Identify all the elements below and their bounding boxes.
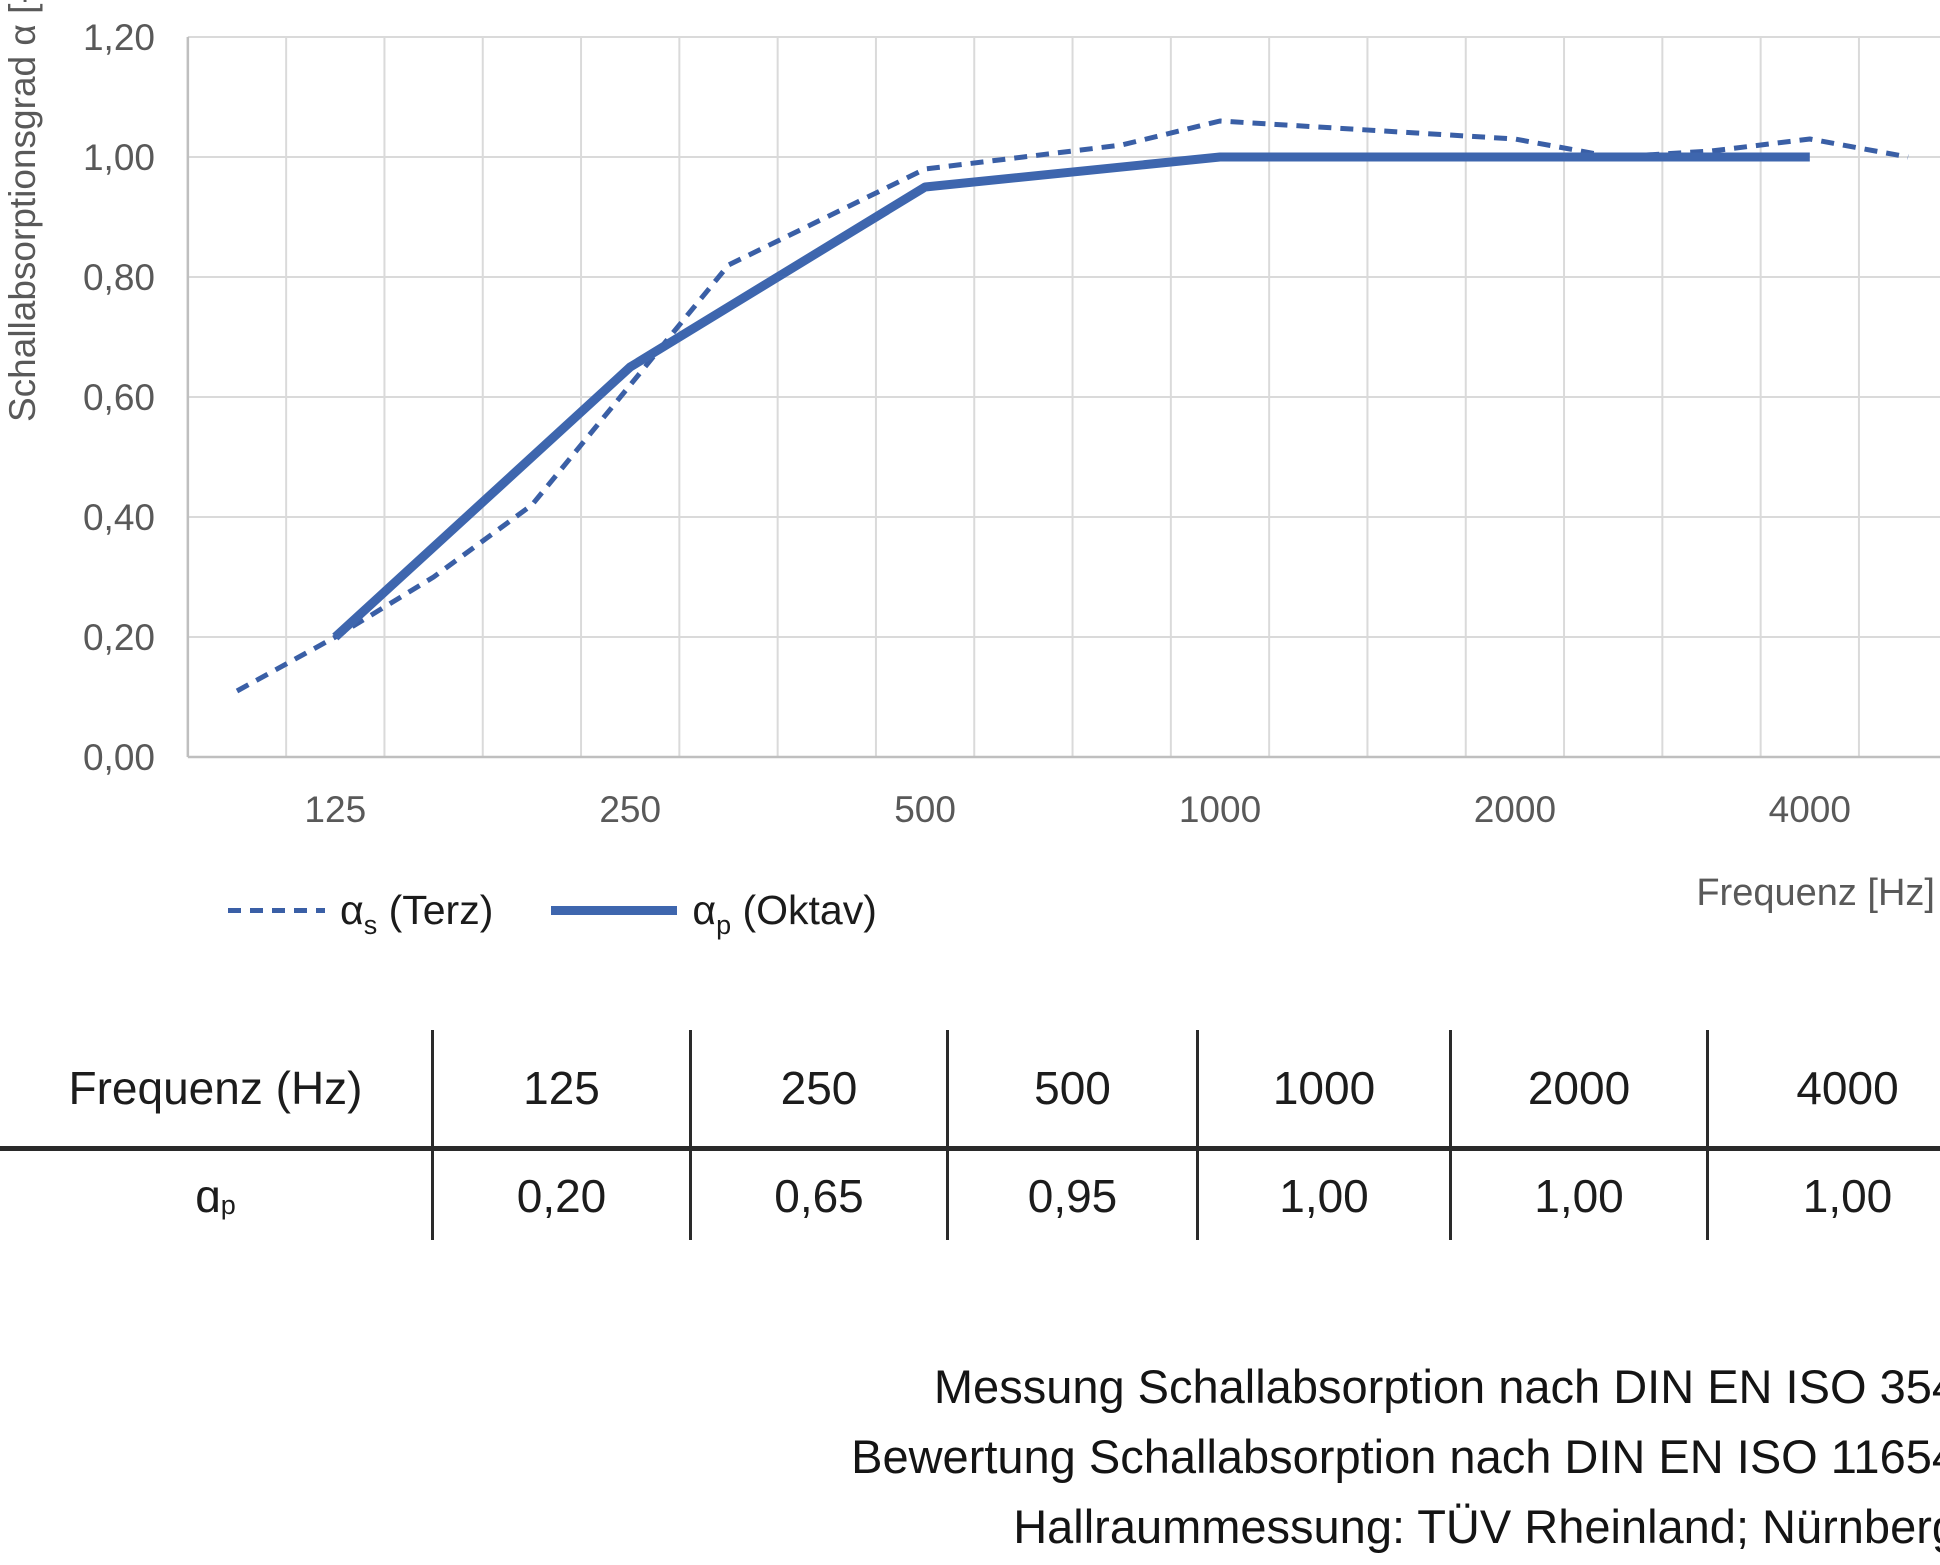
legend-item-label: αs (Terz) — [340, 886, 494, 940]
x-tick-label: 125 — [304, 789, 366, 830]
legend-item-label: αp (Oktav) — [692, 886, 877, 940]
legend-item-oktav: αp (Oktav) — [551, 886, 877, 940]
table-value-cell: 1,00 — [1196, 1151, 1449, 1240]
footer-line: Bewertung Schallabsorption nach DIN EN I… — [851, 1430, 1940, 1483]
table-header-cell: 1000 — [1196, 1030, 1449, 1146]
table-value-cell: 0,65 — [689, 1151, 946, 1240]
x-axis-title: Frequenz [Hz] — [1696, 872, 1935, 914]
table-header-cell: 500 — [946, 1030, 1196, 1146]
x-tick-label: 1000 — [1179, 789, 1261, 830]
legend-item-terz: αs (Terz) — [228, 886, 494, 940]
table-header-rule — [0, 1146, 1940, 1151]
y-tick-label: 1,00 — [83, 137, 155, 178]
footer-line: Hallraummessung: TÜV Rheinland; Nürnberg — [1013, 1500, 1940, 1553]
table-header-cell: 250 — [689, 1030, 946, 1146]
y-tick-label: 0,40 — [83, 497, 155, 538]
absorption-chart: 0,00 0,20 0,40 0,60 0,80 1,00 1,20 125 250 500 100… — [83, 17, 1940, 830]
y-tick-label: 1,20 — [83, 17, 155, 58]
frequency-table: Frequenz (Hz) 125 250 500 1000 2000 4000 ɑ p 0,20… — [0, 1030, 1940, 1240]
x-tick-label: 500 — [894, 789, 956, 830]
x-tick-label: 250 — [599, 789, 661, 830]
table-header-cell: 2000 — [1449, 1030, 1706, 1146]
chart-legend: αs (Terz) αp (Oktav) — [228, 880, 877, 940]
footer-notes: Messung Schallabsorption nach DIN EN ISO… — [0, 1352, 1940, 1562]
y-tick-label: 0,60 — [83, 377, 155, 418]
table-value-cell: 1,00 — [1449, 1151, 1706, 1240]
table-value-cell: 1,00 — [1706, 1151, 1940, 1240]
table-header-cell: 4000 — [1706, 1030, 1940, 1146]
y-tick-label: 0,80 — [83, 257, 155, 298]
footer-line: Messung Schallabsorption nach DIN EN ISO… — [933, 1360, 1940, 1413]
y-tick-label: 0,20 — [83, 617, 155, 658]
table-value-cell: 0,20 — [431, 1151, 689, 1240]
dashed-line-sample — [228, 907, 325, 913]
table-header-cell: 125 — [431, 1030, 689, 1146]
x-tick-label: 2000 — [1474, 789, 1556, 830]
x-tick-label: 4000 — [1769, 789, 1851, 830]
solid-line-sample — [551, 905, 678, 915]
y-tick-label: 0,00 — [83, 737, 155, 778]
table-header-frequency: Frequenz (Hz) — [68, 1062, 363, 1114]
series-alpha-p-line — [332, 152, 1810, 641]
table-value-cell: 0,95 — [946, 1151, 1196, 1240]
